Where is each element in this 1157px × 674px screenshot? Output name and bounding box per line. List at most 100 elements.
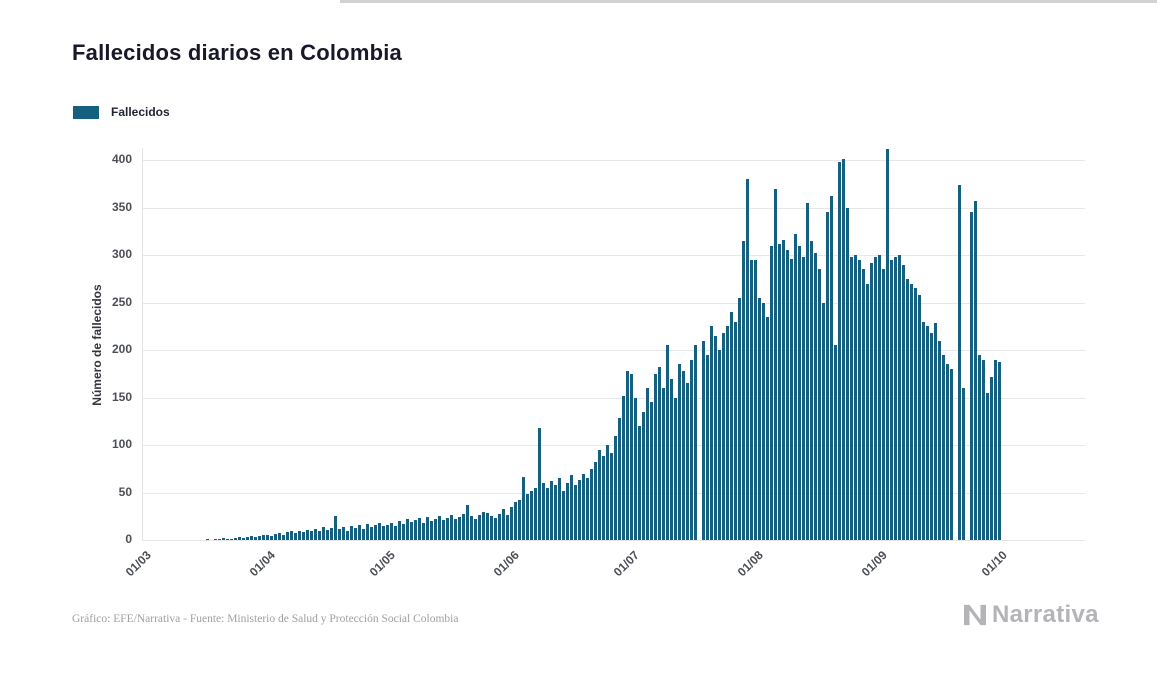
source-credit: Gráfico: EFE/Narrativa - Fuente: Ministe… (72, 613, 459, 625)
bar (322, 526, 326, 540)
bar (478, 515, 482, 540)
bar (942, 354, 946, 540)
x-tick-label: 01/06 (490, 548, 522, 580)
bar (346, 530, 350, 540)
bar (910, 283, 914, 540)
bar (742, 240, 746, 540)
bar (678, 364, 682, 540)
bar (282, 535, 286, 540)
bar (902, 264, 906, 540)
bar (926, 326, 930, 540)
bar (670, 378, 674, 540)
narrativa-logo: Narrativa (963, 601, 1099, 629)
bar (382, 525, 386, 540)
bar (994, 359, 998, 540)
bar (978, 354, 982, 540)
bar (602, 456, 606, 540)
bar (390, 522, 394, 540)
y-tick-label: 400 (111, 152, 132, 166)
bar (546, 487, 550, 540)
bar (998, 362, 1002, 540)
bar (302, 532, 306, 540)
bar (934, 323, 938, 540)
grid-line (142, 302, 1085, 304)
bar (834, 345, 838, 540)
bar (722, 332, 726, 540)
bar (470, 516, 474, 540)
bar (962, 388, 966, 540)
bar (950, 369, 954, 540)
bar (906, 278, 910, 540)
bar (762, 302, 766, 540)
bar (510, 506, 514, 540)
bar (586, 478, 590, 540)
bar (598, 449, 602, 540)
grid-line (142, 160, 1085, 161)
bar (850, 256, 854, 540)
bar (366, 523, 370, 540)
bar (514, 502, 518, 540)
bar (406, 519, 410, 540)
narrativa-logo-icon (964, 604, 986, 626)
y-axis-line (142, 148, 143, 540)
bar (810, 240, 814, 540)
bar (438, 516, 442, 540)
x-tick-label: 01/10 (978, 548, 1010, 580)
bar (874, 256, 878, 540)
bar (618, 418, 622, 540)
bar (658, 367, 662, 540)
bar (370, 526, 374, 540)
y-tick-label: 0 (125, 532, 132, 546)
bar (974, 200, 978, 540)
bar (946, 364, 950, 540)
bar (754, 259, 758, 540)
bar (838, 161, 842, 540)
bar (662, 388, 666, 540)
x-tick-label: 01/08 (734, 548, 766, 580)
bar (494, 518, 498, 540)
bar (258, 536, 262, 540)
bar (434, 519, 438, 540)
bar (222, 538, 226, 540)
bar (730, 312, 734, 540)
bar (562, 490, 566, 540)
bar (274, 534, 278, 540)
bar (278, 533, 282, 540)
bar (842, 159, 846, 540)
bar (886, 148, 890, 540)
bar (334, 516, 338, 540)
bar (454, 519, 458, 540)
bar (634, 397, 638, 540)
bar (862, 269, 866, 540)
bar (654, 373, 658, 540)
bar (766, 316, 770, 540)
bar (518, 500, 522, 540)
bar (642, 411, 646, 540)
bar (694, 345, 698, 540)
bar (770, 245, 774, 540)
bar (870, 262, 874, 540)
y-tick-label: 50 (118, 484, 132, 499)
bar (614, 435, 618, 540)
bar (930, 332, 934, 540)
bar (290, 531, 294, 540)
y-tick-label: 250 (111, 294, 132, 309)
bar (458, 517, 462, 540)
grid-line (142, 540, 1085, 541)
bar (446, 518, 450, 540)
bar (442, 520, 446, 540)
bar (226, 539, 230, 540)
bar (214, 539, 218, 540)
bar (674, 397, 678, 540)
bar (286, 532, 290, 540)
legend-swatch (73, 105, 99, 119)
bar (426, 517, 430, 540)
bar (386, 524, 390, 540)
bar (630, 373, 634, 540)
bar (530, 490, 534, 540)
bar (350, 525, 354, 540)
bar (338, 528, 342, 540)
bar (982, 359, 986, 540)
x-tick-label: 01/07 (610, 548, 642, 580)
bar (898, 255, 902, 540)
